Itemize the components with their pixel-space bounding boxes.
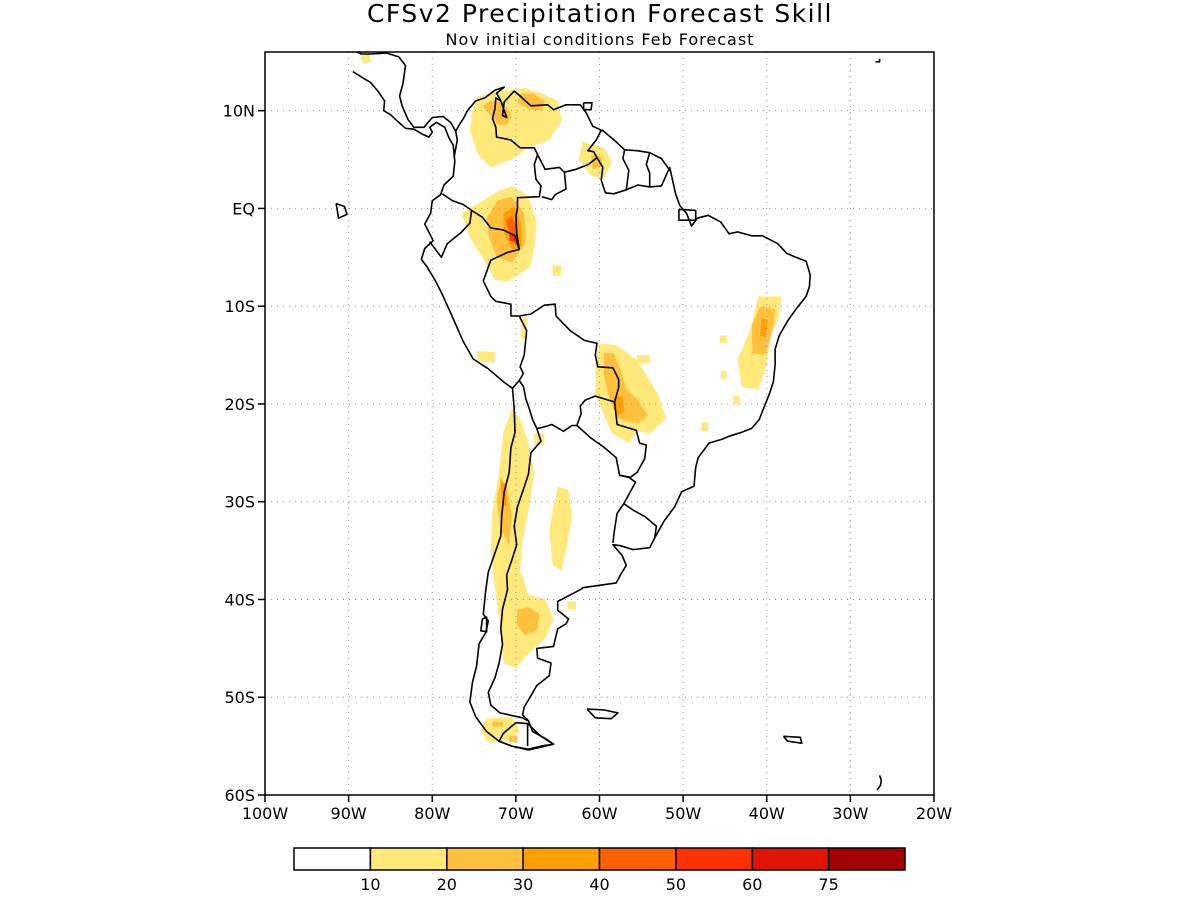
skill-region-central-america-level-1 [361,54,372,64]
longitude-axis: 100W 90W 80W 70W 60W 50W 40W 30W 20W [242,795,952,823]
coastline-10 [876,775,883,791]
lon-tick-label: 40W [749,804,785,823]
colorbar-swatch-0 [293,847,372,871]
map-plot-area [265,52,934,795]
colorbar-label: 30 [513,875,533,894]
latitude-axis: 10N EQ 10S 20S 30S 40S 50S 60S [223,102,265,805]
colorbar-swatch-6 [751,847,830,871]
skill-region-chile-argentina-level-1 [490,408,554,668]
country-border-9 [619,474,637,505]
country-border-13 [625,152,651,191]
colorbar-label: 50 [666,875,686,894]
coastline-layer [335,52,883,791]
colorbar-swatch-2 [446,847,524,871]
skill-region-northeast-spot-level-1 [720,370,727,379]
coastline-8 [678,208,697,221]
country-border-6 [487,428,542,722]
country-border-3 [471,209,528,389]
lat-tick-label: 20S [224,395,255,414]
skill-region-colombia-venezuela-level-2 [517,93,546,111]
skill-region-guiana-level-2 [591,154,603,170]
colorbar-label: 10 [360,875,380,894]
lat-tick-label: EQ [232,199,255,218]
skill-region-patagonia-level-2 [492,721,504,727]
lat-tick-label: 30S [224,493,255,512]
country-border-14 [649,166,672,188]
skill-region-chile-argentina-level-2 [516,607,540,635]
colorbar-swatch-4 [598,847,677,871]
skill-region-argentina-central-level-1 [534,433,545,445]
lat-tick-label: 10S [224,297,255,316]
lon-tick-label: 100W [242,804,289,823]
lat-tick-label: 60S [224,786,255,805]
coastline-4 [498,721,555,751]
colorbar-swatch-3 [522,847,601,871]
coastline-1 [352,70,450,139]
country-border-5 [576,401,648,479]
lon-tick-label: 90W [331,804,367,823]
map-title: CFSv2 Precipitation Forecast Skill [367,0,833,28]
country-border-10 [536,154,567,201]
colorbar-label: 60 [742,875,762,894]
skill-region-colombia-venezuela-level-2 [482,100,512,126]
lon-tick-label: 30W [832,804,868,823]
lat-tick-label: 40S [224,590,255,609]
country-border-0 [453,131,459,158]
lon-tick-label: 50W [665,804,701,823]
country-border-4 [518,303,620,433]
coastline-0 [356,52,457,132]
lon-tick-label: 70W [498,804,534,823]
country-border-2 [429,193,473,259]
lat-tick-label: 50S [224,688,255,707]
skill-region-northeast-spot-level-1 [733,396,740,404]
skill-region-patagonia-level-2 [509,736,518,743]
lon-tick-label: 80W [414,804,450,823]
skill-region-amazon-spot-level-1 [552,265,561,276]
colorbar-label: 40 [589,875,609,894]
skill-region-argentina-spot-level-1 [567,601,577,610]
coastline-9 [479,616,488,633]
skill-region-peru-coast-level-1 [476,351,495,363]
skill-region-pantanal-level-1 [637,355,650,363]
country-border-8 [612,502,658,543]
map-subtitle: Nov initial conditions Feb Forecast [446,30,755,49]
lat-tick-label: 10N [223,102,255,121]
lon-tick-label: 60W [581,804,617,823]
coastline-11 [875,58,881,63]
coastline-5 [586,708,619,720]
coastline-3 [582,102,593,111]
colorbar-swatch-7 [827,847,906,871]
coastline-6 [782,735,803,745]
colorbar-swatch-5 [675,847,754,871]
colorbar-label: 75 [818,875,838,894]
coastline-2 [420,86,812,750]
country-border-11 [564,129,604,173]
skill-region-northeast-spot-level-1 [701,422,709,432]
colorbar-legend: 10 20 30 40 50 60 75 [293,847,906,894]
skill-region-northeast-brazil-level-3 [760,317,768,338]
country-borders-layer [429,97,672,747]
skill-region-northeast-spot-level-1 [719,335,727,344]
skill-region-argentina-central-level-1 [549,487,572,571]
colorbar-label: 20 [437,875,457,894]
skill-region-chile-argentina-level-2 [496,477,512,546]
coastline-7 [335,202,348,219]
lon-tick-label: 20W [916,804,952,823]
country-border-12 [596,149,630,195]
colorbar-swatch-1 [369,847,448,871]
